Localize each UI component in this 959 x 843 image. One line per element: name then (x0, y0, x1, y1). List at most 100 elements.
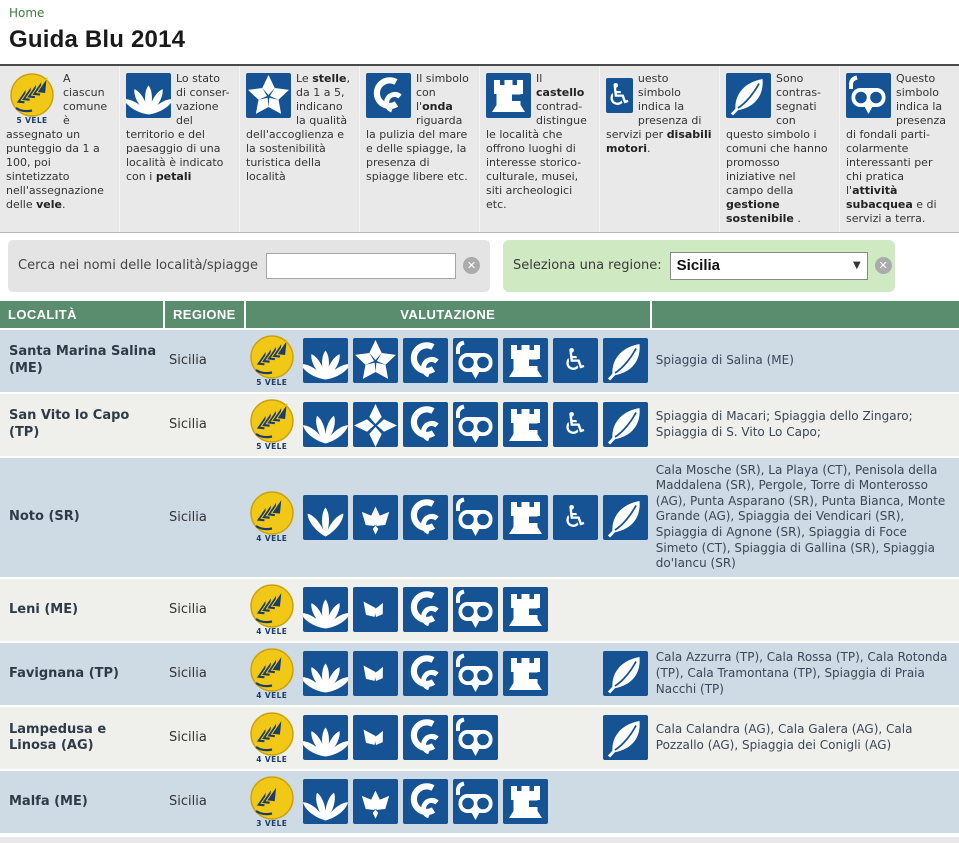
petali-icon (302, 779, 348, 825)
header-valutazione: VALUTAZIONE (243, 300, 650, 328)
onda-icon (366, 73, 411, 118)
vele-icon (250, 648, 294, 692)
vele-count-label: 5 VELE (256, 441, 288, 451)
petali-icon (126, 73, 171, 118)
region-name: Sicilia (163, 706, 244, 769)
clear-search-icon[interactable]: ✕ (463, 257, 480, 275)
onda-icon (402, 651, 448, 697)
region-name: Sicilia (163, 329, 244, 392)
vele-icon (250, 584, 294, 628)
disabili-icon: ♿ (606, 78, 633, 113)
castello-icon (502, 494, 548, 540)
empty-rating-slot (503, 715, 548, 760)
vele-icon (250, 712, 294, 756)
rating-icons: 4 VELE (246, 648, 650, 700)
vele-count-label: 4 VELE (256, 690, 288, 700)
region-select[interactable]: Sicilia (669, 251, 868, 280)
breadcrumb: Home (0, 0, 959, 20)
subacquea-icon (452, 779, 498, 825)
vele-icon (250, 334, 294, 379)
disabili-icon: ♿ (552, 402, 598, 448)
castello-icon (502, 587, 548, 633)
disabili-icon: ♿ (552, 338, 598, 384)
subacquea-icon (452, 338, 498, 384)
castello-icon (502, 779, 548, 825)
foglia-icon (726, 73, 771, 118)
locality-name: Lampedusa e Linosa (AG) (0, 706, 163, 769)
beaches-list: Spiaggia di Macari; Spiaggia dello Zinga… (649, 393, 959, 456)
beaches-list: Cala Azzurra (TP), Cala Rossa (TP), Cala… (649, 642, 959, 705)
legend-item: Sono contras-segnati con questo simbolo … (720, 66, 840, 232)
region-name: Sicilia (163, 457, 244, 577)
foglia-icon (602, 338, 648, 384)
onda-icon (366, 73, 411, 118)
rating-icons: 4 VELE ♿ (246, 491, 650, 543)
home-link[interactable]: Home (9, 6, 45, 20)
filters-bar: Cerca nei nomi delle località/spiagge ✕ … (8, 239, 951, 292)
vele-icon: 5 VELE (6, 73, 58, 126)
stelle-icon (352, 338, 398, 384)
vele-badge: 4 VELE (246, 648, 298, 700)
vele-count-label: 4 VELE (256, 754, 288, 764)
search-input[interactable] (266, 252, 456, 279)
onda-icon (402, 587, 448, 633)
onda-icon (402, 715, 448, 761)
empty-rating-slot (553, 587, 598, 632)
vele-badge: 4 VELE (246, 712, 298, 764)
rating-icons: 4 VELE (246, 584, 650, 636)
foglia-icon (726, 73, 771, 118)
page-title: Guida Blu 2014 (9, 26, 186, 53)
legend-item: Questo simbolo indica la presenza di fon… (840, 66, 959, 232)
legend-text: Lo stato di conser-vazione del territori… (126, 72, 230, 183)
beaches-list (649, 578, 959, 641)
beaches-list: Cala Mosche (SR), La Playa (CT), Penisol… (649, 457, 959, 577)
petali-icon (302, 651, 348, 697)
table-row: Leni (ME) Sicilia 4 VELE (0, 578, 959, 641)
rating-icons: 4 VELE (246, 712, 650, 764)
clear-region-icon[interactable]: ✕ (874, 257, 892, 275)
region-name: Sicilia (163, 578, 244, 641)
vele-count-label: 3 VELE (256, 818, 288, 828)
vele-badge: 5 VELE (6, 73, 58, 126)
table-row: San Vito lo Capo (TP) Sicilia 5 VELE ♿ Sp… (0, 393, 959, 456)
stelle-icon (352, 715, 398, 761)
rating-legend: 5 VELE A ciascun comune è assegnato un pu… (0, 64, 959, 233)
onda-icon (402, 494, 448, 540)
locality-name: Santa Marina Salina (ME) (0, 329, 163, 392)
vele-count-label: 5 VELE (256, 377, 288, 387)
vele-badge: 4 VELE (246, 491, 298, 543)
table-row: Malfa (ME) Sicilia 3 VELE (0, 770, 959, 833)
vele-icon (250, 491, 294, 535)
vele-badge: 4 VELE (246, 584, 298, 636)
castello-icon (486, 73, 531, 118)
castello-icon (486, 73, 531, 118)
legend-item: Il simbolo con l'onda riguarda la pulizi… (360, 66, 480, 232)
legend-text: Il castello contrad-distingue le localit… (486, 72, 587, 211)
beaches-list: Spiaggia di Salina (ME) (649, 329, 959, 392)
legend-item: Il castello contrad-distingue le localit… (480, 66, 600, 232)
locality-name: San Vito lo Capo (TP) (0, 393, 163, 456)
locality-name: Leni (ME) (0, 578, 163, 641)
stelle-icon (246, 73, 291, 118)
subacquea-icon (452, 402, 498, 448)
legend-item: Le stelle, da 1 a 5, indicano la qualità… (240, 66, 360, 232)
legend-text: Questo simbolo indica la presenza di fon… (846, 72, 947, 225)
onda-icon (402, 779, 448, 825)
empty-rating-slot (553, 779, 598, 824)
legend-text: A ciascun comune è assegnato un punteggi… (6, 72, 108, 211)
region-name: Sicilia (163, 642, 244, 705)
empty-rating-slot (603, 779, 648, 824)
vele-badge: 5 VELE (246, 334, 298, 387)
header-empty (649, 300, 959, 328)
beaches-list: Cala Calandra (AG), Cala Galera (AG), Ca… (649, 706, 959, 769)
stelle-icon (352, 779, 398, 825)
petali-icon (302, 402, 348, 448)
empty-rating-slot (603, 587, 648, 632)
table-header-row: LOCALITÀ REGIONE VALUTAZIONE (0, 300, 959, 328)
rating-icons: 3 VELE (246, 776, 650, 828)
legend-text: Sono contras-segnati con questo simbolo … (726, 72, 828, 225)
petali-icon (302, 338, 348, 384)
locality-name: Favignana (TP) (0, 642, 163, 705)
vele-count-label: 4 VELE (256, 626, 288, 636)
